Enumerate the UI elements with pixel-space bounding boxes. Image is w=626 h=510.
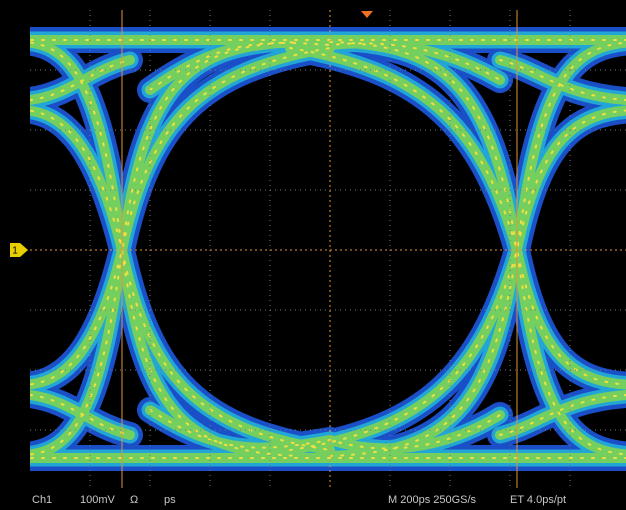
status-scale: 100mV [80,494,116,506]
channel-marker [10,243,20,257]
status-deskew: ps [164,494,176,506]
status-coupling: Ω [130,494,138,506]
cursors [30,10,626,488]
channel-marker-arrow [20,243,28,257]
status-channel: Ch1 [32,494,52,506]
status-sampling: ET 4.0ps/pt [510,494,566,506]
status-timebase: M 200ps 250GS/s [388,494,477,506]
status-bar: Ch1 100mV Ω ps M 200ps 250GS/s ET 4.0ps/… [32,494,566,506]
trigger-marker [361,11,373,18]
channel-marker-label: 1 [12,246,18,257]
